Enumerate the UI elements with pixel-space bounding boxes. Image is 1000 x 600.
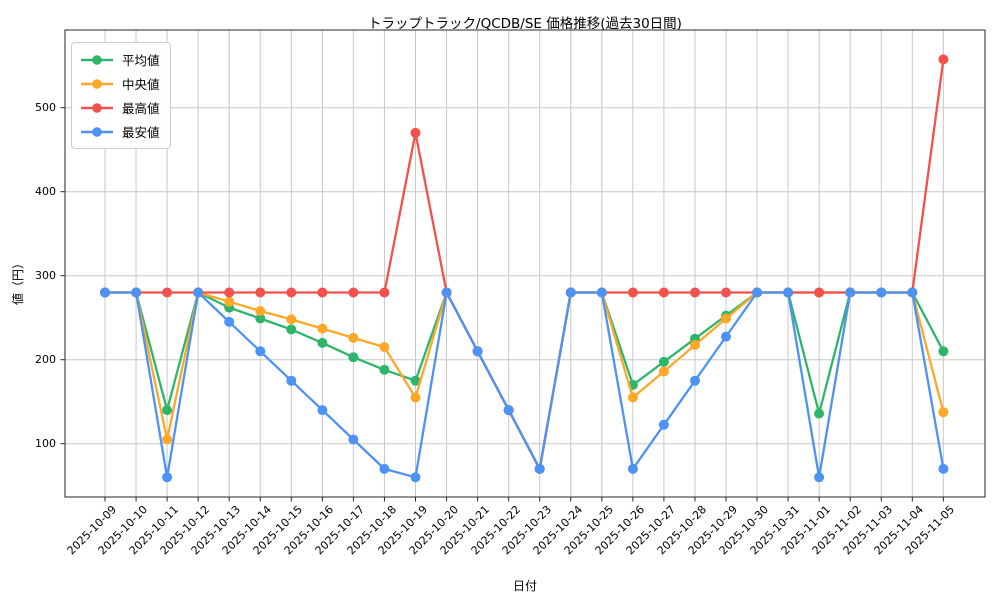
data-point-min [286,375,297,386]
data-point-min [224,316,235,327]
data-point-min [441,287,452,298]
plot-border [64,29,986,498]
data-point-min [658,419,669,430]
data-point-min [627,463,638,474]
legend-label-max: 最高値 [122,101,160,116]
data-point-max [721,287,731,298]
data-point-max [814,287,825,298]
legend-swatch-min [81,126,113,137]
data-point-median [162,434,173,445]
data-point-min [721,331,731,342]
data-point-min [690,375,700,386]
y-tick-label: 500 [35,100,56,114]
series-min [100,287,949,483]
data-point-min [131,287,142,298]
data-point-median [317,323,328,334]
legend-item-max: 最高値 [80,98,160,117]
data-point-median [721,313,731,324]
chart-title: トラップトラック/QCDB/SE 価格推移(過去30日間) [368,16,682,32]
y-tick-label: 200 [35,352,56,366]
data-point-max [627,287,638,298]
data-point-mean [286,324,297,335]
data-point-median [938,407,949,418]
data-point-min [348,434,359,445]
data-point-max [690,287,700,298]
data-point-max [348,287,359,298]
data-point-min [596,287,607,298]
data-point-max [938,54,949,65]
data-point-max [224,287,235,298]
legend-item-mean: 平均値 [80,50,160,69]
data-point-median [286,314,297,325]
grid [65,30,985,497]
data-point-min [162,472,173,483]
data-point-median [255,306,266,316]
data-point-min [938,463,949,474]
data-point-min [876,287,887,298]
data-point-median [690,340,700,350]
legend-label-median: 中央値 [122,77,160,92]
data-point-median [348,332,359,343]
data-point-mean [317,337,328,348]
data-point-min [255,346,266,357]
data-point-min [503,405,514,416]
data-point-max [162,287,173,298]
data-point-mean [814,408,825,419]
data-point-median [658,366,669,377]
data-point-median [410,392,421,403]
data-point-min [534,463,545,474]
data-point-max [255,287,266,298]
data-point-mean [658,356,669,367]
data-point-mean [255,313,266,324]
series-line-min [105,291,945,479]
data-point-median [379,342,390,353]
data-point-mean [162,405,173,416]
data-point-min [317,405,328,416]
data-point-mean [379,364,390,375]
series-median [100,287,949,474]
data-point-min [472,346,483,357]
data-point-min [814,472,825,483]
legend-item-min: 最安値 [80,122,160,141]
legend-swatch-max [81,102,113,113]
legend-swatch-median [81,78,113,89]
data-point-min [845,287,856,298]
y-tick-label: 300 [35,268,56,282]
legend-label-mean: 平均値 [122,53,160,68]
data-point-max [410,127,421,138]
data-point-median [224,296,235,307]
legend-item-median: 中央値 [80,74,160,93]
data-point-max [379,287,390,298]
data-point-mean [348,352,359,363]
data-point-min [565,287,576,298]
series-mean [100,287,949,474]
data-point-min [752,287,763,298]
data-point-min [193,287,204,298]
y-tick-label: 400 [35,184,56,198]
data-point-min [783,287,794,298]
x-axis-label: 日付 [512,579,537,593]
data-point-min [100,287,110,298]
data-point-min [379,463,390,474]
data-point-max [286,287,297,298]
data-point-min [410,472,421,483]
legend-label-min: 最安値 [122,125,160,140]
data-point-median [627,392,638,403]
data-point-min [907,287,918,298]
legend-swatch-mean [81,54,113,65]
data-point-mean [410,375,421,386]
data-point-max [658,287,669,298]
legend: 平均値中央値最高値最安値 [71,42,171,149]
data-point-mean [938,346,949,357]
y-tick-label: 100 [35,436,56,450]
data-point-max [317,287,328,298]
